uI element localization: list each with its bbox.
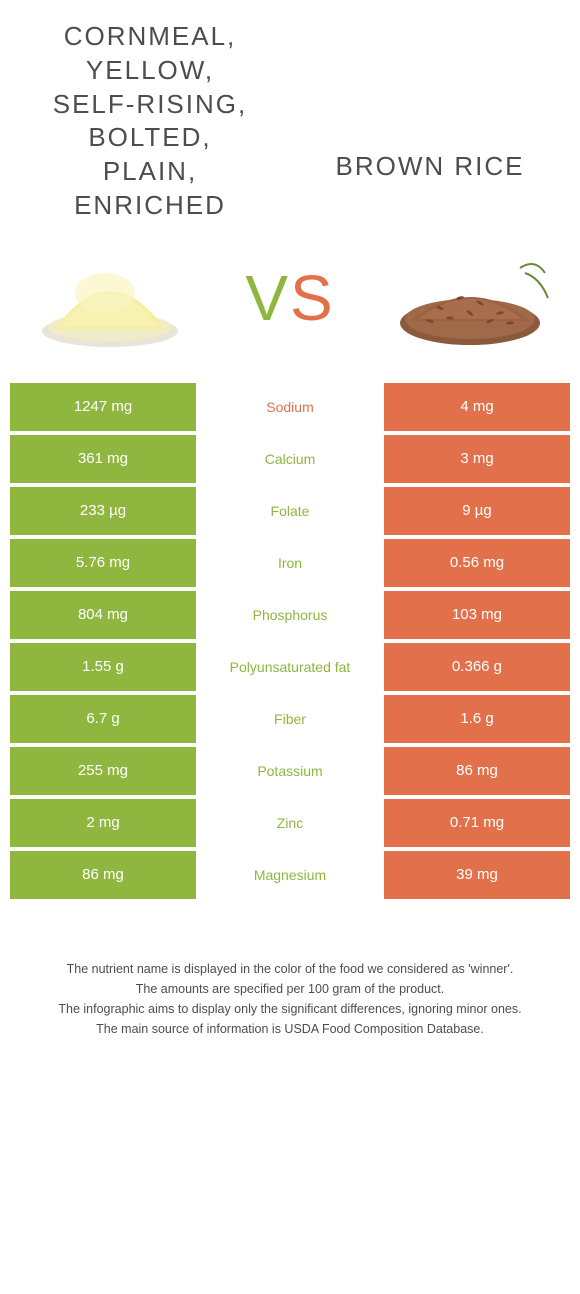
comparison-table: 1247 mgSodium4 mg361 mgCalcium3 mg233 µg…: [10, 383, 570, 899]
right-value-cell: 1.6 g: [384, 695, 570, 743]
table-row: 1.55 gPolyunsaturated fat0.366 g: [10, 643, 570, 691]
right-food-title: BROWN RICE: [320, 20, 540, 184]
left-value-cell: 804 mg: [10, 591, 196, 639]
nutrient-label-cell: Folate: [196, 487, 384, 535]
left-value-cell: 233 µg: [10, 487, 196, 535]
table-row: 233 µgFolate9 µg: [10, 487, 570, 535]
vs-s-letter: S: [290, 262, 335, 334]
nutrient-label-cell: Sodium: [196, 383, 384, 431]
left-value-cell: 1247 mg: [10, 383, 196, 431]
left-value-cell: 2 mg: [10, 799, 196, 847]
table-row: 86 mgMagnesium39 mg: [10, 851, 570, 899]
footer-line-4: The main source of information is USDA F…: [20, 1019, 560, 1039]
left-value-cell: 361 mg: [10, 435, 196, 483]
footer-notes: The nutrient name is displayed in the co…: [0, 959, 580, 1039]
right-value-cell: 103 mg: [384, 591, 570, 639]
right-value-cell: 0.366 g: [384, 643, 570, 691]
left-value-cell: 1.55 g: [10, 643, 196, 691]
left-value-cell: 6.7 g: [10, 695, 196, 743]
right-value-cell: 9 µg: [384, 487, 570, 535]
left-value-cell: 86 mg: [10, 851, 196, 899]
left-value-cell: 5.76 mg: [10, 539, 196, 587]
right-value-cell: 4 mg: [384, 383, 570, 431]
nutrient-label-cell: Zinc: [196, 799, 384, 847]
footer-line-1: The nutrient name is displayed in the co…: [20, 959, 560, 979]
table-row: 2 mgZinc0.71 mg: [10, 799, 570, 847]
nutrient-label-cell: Calcium: [196, 435, 384, 483]
vs-label: VS: [245, 261, 334, 335]
table-row: 1247 mgSodium4 mg: [10, 383, 570, 431]
right-value-cell: 0.71 mg: [384, 799, 570, 847]
footer-line-2: The amounts are specified per 100 gram o…: [20, 979, 560, 999]
nutrient-label-cell: Phosphorus: [196, 591, 384, 639]
nutrient-label-cell: Polyunsaturated fat: [196, 643, 384, 691]
nutrient-label-cell: Fiber: [196, 695, 384, 743]
table-row: 5.76 mgIron0.56 mg: [10, 539, 570, 587]
footer-line-3: The infographic aims to display only the…: [20, 999, 560, 1019]
nutrient-label-cell: Potassium: [196, 747, 384, 795]
left-value-cell: 255 mg: [10, 747, 196, 795]
nutrient-label-cell: Magnesium: [196, 851, 384, 899]
table-row: 361 mgCalcium3 mg: [10, 435, 570, 483]
table-row: 255 mgPotassium86 mg: [10, 747, 570, 795]
cornmeal-image: [30, 243, 190, 353]
header: CORNMEAL, YELLOW, SELF-RISING, BOLTED, P…: [0, 0, 580, 223]
right-value-cell: 39 mg: [384, 851, 570, 899]
nutrient-label-cell: Iron: [196, 539, 384, 587]
table-row: 6.7 gFiber1.6 g: [10, 695, 570, 743]
vs-row: VS: [0, 223, 580, 383]
right-value-cell: 86 mg: [384, 747, 570, 795]
vs-v-letter: V: [245, 262, 290, 334]
brown-rice-image: [390, 243, 550, 353]
table-row: 804 mgPhosphorus103 mg: [10, 591, 570, 639]
right-value-cell: 0.56 mg: [384, 539, 570, 587]
right-value-cell: 3 mg: [384, 435, 570, 483]
left-food-title: CORNMEAL, YELLOW, SELF-RISING, BOLTED, P…: [40, 20, 260, 223]
